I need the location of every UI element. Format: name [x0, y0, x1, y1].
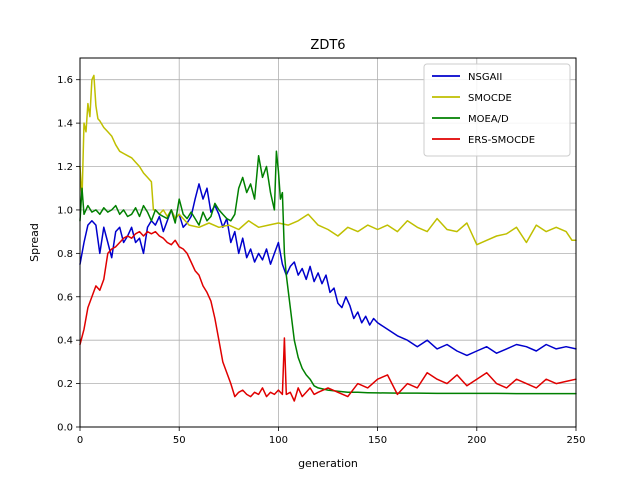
x-tick-label: 50: [173, 435, 186, 446]
legend-label: ERS-SMOCDE: [468, 135, 535, 146]
x-tick-label: 100: [269, 435, 288, 446]
y-axis-title: Spread: [28, 223, 41, 262]
x-axis-title: generation: [298, 457, 358, 470]
x-tick-label: 250: [566, 435, 585, 446]
legend: NSGAII SMOCDE MOEA/D ERS-SMOCDE: [423, 63, 571, 157]
x-tick-label: 0: [77, 435, 83, 446]
axis-ticks: 0 50 100 150 200 250 0.0 0.2 0.4 0.6 0.8 1.0 1.2 1.4 1…: [57, 75, 585, 446]
y-tick-label: 0.2: [57, 379, 73, 390]
series-line-ers-smocde: [79, 230, 577, 402]
y-tick-label: 1.2: [57, 162, 73, 173]
y-tick-label: 1.6: [57, 75, 73, 86]
y-tick-label: 1.4: [57, 119, 73, 130]
legend-box: [423, 63, 571, 157]
series-line-nsgaii: [79, 183, 577, 357]
x-tick-label: 150: [368, 435, 387, 446]
y-tick-label: 0.4: [57, 336, 73, 347]
legend-label: MOEA/D: [468, 114, 509, 125]
grid-lines: [79, 58, 577, 428]
y-tick-label: 0.6: [57, 292, 73, 303]
series-line-smocde: [79, 74, 577, 246]
series-lines: [79, 74, 577, 402]
plot-frame: [79, 57, 577, 428]
y-tick-label: 1.0: [57, 205, 73, 216]
series-line-moea-d: [79, 150, 577, 395]
chart-title: ZDT6: [310, 38, 345, 53]
y-tick-label: 0.8: [57, 249, 73, 260]
x-tick-label: 200: [467, 435, 486, 446]
legend-label: SMOCDE: [468, 93, 512, 104]
legend-label: NSGAII: [468, 72, 502, 83]
y-tick-label: 0.0: [57, 423, 73, 434]
